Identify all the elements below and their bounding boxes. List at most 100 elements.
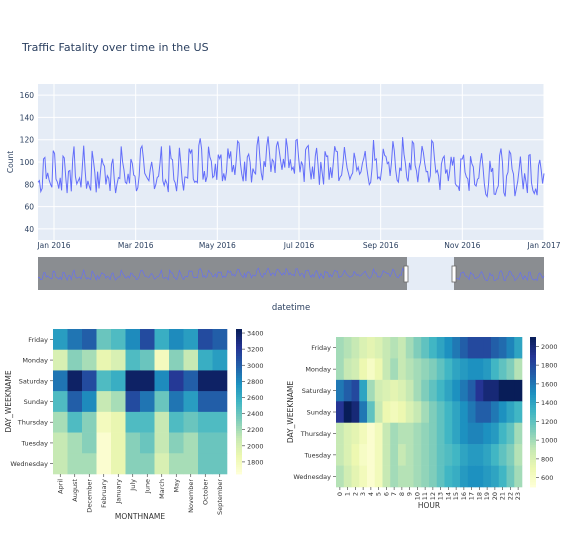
heatmap-cell[interactable] xyxy=(154,432,170,454)
heatmap-cell[interactable] xyxy=(429,337,438,359)
heatmap-cell[interactable] xyxy=(429,444,438,466)
heatmap-cell[interactable] xyxy=(467,358,476,381)
heatmap-cell[interactable] xyxy=(169,432,184,454)
heatmap-cell[interactable] xyxy=(169,329,184,351)
heatmap-cell[interactable] xyxy=(421,422,430,445)
heatmap-cell[interactable] xyxy=(125,370,141,392)
heatmap-cell[interactable] xyxy=(444,358,453,381)
heatmap-cell[interactable] xyxy=(140,453,155,475)
fatality-series-line[interactable] xyxy=(37,136,545,198)
heatmap-cell[interactable] xyxy=(429,379,438,402)
heatmap-cell[interactable] xyxy=(154,391,170,413)
heatmap-cell[interactable] xyxy=(367,444,376,466)
range-slider-window[interactable] xyxy=(407,257,454,290)
heatmap-cell[interactable] xyxy=(125,453,141,475)
heatmap-cell[interactable] xyxy=(444,465,453,488)
heatmap-cell[interactable] xyxy=(198,391,213,413)
heatmap-cell[interactable] xyxy=(483,422,492,445)
heatmap-cell[interactable] xyxy=(183,370,199,392)
heatmap-cell[interactable] xyxy=(491,379,500,402)
heatmap-cell[interactable] xyxy=(390,465,399,488)
range-slider-left-handle[interactable] xyxy=(403,265,409,283)
heatmap-cell[interactable] xyxy=(111,453,126,475)
heatmap-cell[interactable] xyxy=(53,453,68,475)
heatmap-cell[interactable] xyxy=(421,444,430,466)
heatmap-cell[interactable] xyxy=(460,358,469,381)
heatmap-cell[interactable] xyxy=(429,422,438,445)
heatmap-cell[interactable] xyxy=(212,349,228,371)
heatmap-cell[interactable] xyxy=(367,379,376,402)
heatmap-cell[interactable] xyxy=(96,411,112,433)
range-slider-right-handle[interactable] xyxy=(451,265,457,283)
heatmap-cell[interactable] xyxy=(343,401,352,424)
heatmap-cell[interactable] xyxy=(343,444,352,466)
heatmap-cell[interactable] xyxy=(390,422,399,445)
heatmap-cell[interactable] xyxy=(413,337,422,359)
heatmap-cell[interactable] xyxy=(336,401,345,424)
heatmap-cell[interactable] xyxy=(111,370,126,392)
heatmap-cell[interactable] xyxy=(154,329,170,351)
heatmap-cell[interactable] xyxy=(367,422,376,445)
heatmap-cell[interactable] xyxy=(212,370,228,392)
heatmap-cell[interactable] xyxy=(374,422,383,445)
heatmap-cell[interactable] xyxy=(413,401,422,424)
heatmap-cell[interactable] xyxy=(498,422,507,445)
heatmap-cell[interactable] xyxy=(444,337,453,359)
heatmap-cell[interactable] xyxy=(154,370,170,392)
heatmap-cell[interactable] xyxy=(506,422,515,445)
heatmap-cell[interactable] xyxy=(53,411,68,433)
heatmap-cell[interactable] xyxy=(382,422,391,445)
heatmap-cell[interactable] xyxy=(436,422,445,445)
heatmap-cell[interactable] xyxy=(405,465,414,488)
heatmap-cell[interactable] xyxy=(514,422,523,445)
heatmap-cell[interactable] xyxy=(351,337,360,359)
heatmap-cell[interactable] xyxy=(140,349,155,371)
heatmap-cell[interactable] xyxy=(125,411,141,433)
heatmap-cell[interactable] xyxy=(67,370,83,392)
heatmap-cell[interactable] xyxy=(421,401,430,424)
heatmap-cell[interactable] xyxy=(198,432,213,454)
heatmap-cell[interactable] xyxy=(351,444,360,466)
heatmap-cell[interactable] xyxy=(405,422,414,445)
heatmap-cell[interactable] xyxy=(198,453,213,475)
heatmap-cell[interactable] xyxy=(514,465,523,488)
heatmap-cell[interactable] xyxy=(436,401,445,424)
heatmap-cell[interactable] xyxy=(359,379,368,402)
heatmap-cell[interactable] xyxy=(514,358,523,381)
heatmap-cell[interactable] xyxy=(460,401,469,424)
heatmap-cell[interactable] xyxy=(444,401,453,424)
heatmap-cell[interactable] xyxy=(82,391,97,413)
heatmap-cell[interactable] xyxy=(475,401,484,424)
heatmap-cell[interactable] xyxy=(183,329,199,351)
heatmap-cell[interactable] xyxy=(467,465,476,488)
heatmap-cell[interactable] xyxy=(367,337,376,359)
heatmap-cell[interactable] xyxy=(436,337,445,359)
heatmap-cell[interactable] xyxy=(82,370,97,392)
heatmap-cell[interactable] xyxy=(467,444,476,466)
heatmap-cell[interactable] xyxy=(111,329,126,351)
heatmap-cell[interactable] xyxy=(421,465,430,488)
heatmap-cell[interactable] xyxy=(498,401,507,424)
heatmap-cell[interactable] xyxy=(398,465,407,488)
heatmap-cell[interactable] xyxy=(436,379,445,402)
heatmap-cell[interactable] xyxy=(405,337,414,359)
heatmap-cell[interactable] xyxy=(53,432,68,454)
heatmap-cell[interactable] xyxy=(343,379,352,402)
heatmap-cell[interactable] xyxy=(82,432,97,454)
heatmap-cell[interactable] xyxy=(444,422,453,445)
heatmap-cell[interactable] xyxy=(82,411,97,433)
heatmap-cell[interactable] xyxy=(367,358,376,381)
heatmap-cell[interactable] xyxy=(336,444,345,466)
heatmap-cell[interactable] xyxy=(452,337,461,359)
heatmap-cell[interactable] xyxy=(343,422,352,445)
heatmap-cell[interactable] xyxy=(413,379,422,402)
heatmap-cell[interactable] xyxy=(413,444,422,466)
heatmap-cell[interactable] xyxy=(125,329,141,351)
heatmap-cell[interactable] xyxy=(460,465,469,488)
heatmap-cell[interactable] xyxy=(140,329,155,351)
heatmap-cell[interactable] xyxy=(483,401,492,424)
heatmap-cell[interactable] xyxy=(382,379,391,402)
heatmap-cell[interactable] xyxy=(452,358,461,381)
heatmap-cell[interactable] xyxy=(382,465,391,488)
heatmap-cell[interactable] xyxy=(343,465,352,488)
